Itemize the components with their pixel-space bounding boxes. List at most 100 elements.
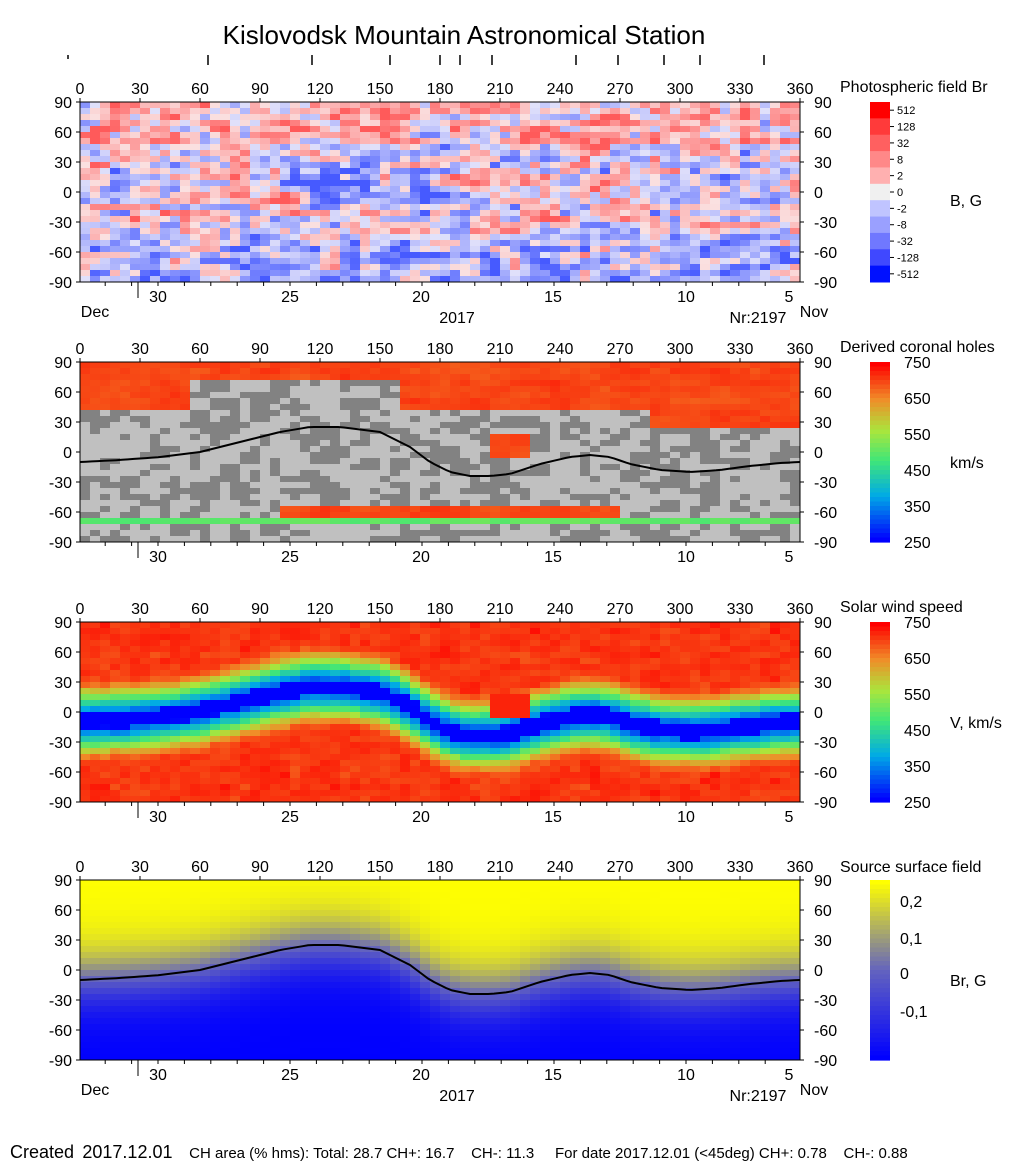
lat-tick-label-right: -60	[814, 245, 837, 262]
lat-tick-label-right: -90	[814, 795, 837, 812]
colorbar-label: -2	[897, 203, 907, 215]
colorbar-segment	[870, 200, 890, 218]
lon-tick-label: 330	[727, 341, 754, 358]
lon-tick-label: 300	[667, 601, 694, 618]
lat-tick-label-left: 30	[54, 933, 72, 950]
colorbar-segment	[870, 232, 890, 250]
lat-tick-label-left: -30	[49, 993, 72, 1010]
colorbar-segment	[870, 102, 890, 119]
for-date-text: For date 2017.12.01 (<45deg) CH+: 0.78	[555, 1145, 827, 1162]
colorbar-label: 750	[904, 355, 931, 372]
lat-tick-label-right: 30	[814, 155, 832, 172]
date-tick-label: 25	[281, 289, 299, 306]
date-tick-label: 30	[149, 809, 167, 826]
lon-tick-label: 0	[76, 81, 85, 98]
date-month-left: Dec	[81, 304, 109, 321]
lon-tick-label: 330	[727, 81, 754, 98]
lat-tick-label-left: 30	[54, 155, 72, 172]
colorbar-label: 250	[904, 795, 931, 812]
footer: Created 2017.12.01 CH area (% hms): Tota…	[10, 1142, 1015, 1163]
lon-tick-label: 60	[191, 341, 209, 358]
date-tick-label: 5	[785, 1067, 794, 1084]
lon-tick-label: 330	[727, 601, 754, 618]
colorbar-unit: Br, G	[950, 973, 986, 990]
lon-tick-label: 120	[307, 341, 334, 358]
lon-tick-label: 180	[427, 601, 454, 618]
lat-tick-label-left: 0	[63, 705, 72, 722]
colorbar-label: 0,1	[900, 931, 922, 948]
lat-tick-label-left: -60	[49, 1023, 72, 1040]
panel-title: Solar wind speed	[840, 599, 963, 616]
coronal-holes-map	[80, 362, 801, 543]
lat-tick-label-right: -60	[814, 1023, 837, 1040]
lat-tick-label-right: 90	[814, 873, 832, 890]
panel-coronal-holes: Derived coronal holes 0 30 60 90 120 150 180 210…	[0, 330, 1020, 580]
date-tick-label: 10	[677, 809, 695, 826]
lat-tick-label-left: -30	[49, 735, 72, 752]
colorbar-label: 32	[897, 138, 909, 150]
lat-tick-label-right: -30	[814, 215, 837, 232]
lat-tick-label-left: 30	[54, 415, 72, 432]
lat-tick-label-right: -30	[814, 993, 837, 1010]
lat-tick-label-right: -60	[814, 765, 837, 782]
lon-tick-label: 150	[367, 601, 394, 618]
date-tick-label: 10	[677, 1067, 695, 1084]
lat-tick-label-left: 60	[54, 645, 72, 662]
lat-tick-label-right: 60	[814, 903, 832, 920]
colorbar-label: 550	[904, 687, 931, 704]
ch-minus-text: CH-: 11.3	[471, 1145, 535, 1162]
colorbar-label: -128	[897, 252, 919, 264]
date-tick-label: 20	[412, 549, 430, 566]
lon-tick-label: 240	[547, 601, 574, 618]
lat-tick-label-right: 60	[814, 645, 832, 662]
colorbar-label: 550	[904, 427, 931, 444]
colorbar-label: 0,2	[900, 894, 922, 911]
colorbar-label: 450	[904, 463, 931, 480]
colorbar-photospheric: 512 128 32 8 2 0 -2 -8 -32 -128 -512	[870, 102, 919, 283]
date-tick-label: 25	[281, 549, 299, 566]
rotation-number: Nr:2197	[730, 310, 787, 327]
lon-tick-label: 240	[547, 81, 574, 98]
colorbar-unit: V, km/s	[950, 715, 1002, 732]
lon-tick-label: 210	[487, 601, 514, 618]
lat-tick-label-left: -90	[49, 275, 72, 292]
lat-tick-label-right: 30	[814, 415, 832, 432]
lon-tick-label: 240	[547, 341, 574, 358]
colorbar-segment	[870, 151, 890, 168]
lon-tick-label: 180	[427, 81, 454, 98]
date-tick-label: 15	[544, 289, 562, 306]
colorbar-segment	[870, 167, 890, 185]
ch-minus-date-text: CH-: 0.88	[843, 1145, 908, 1162]
page-title: Kislovodsk Mountain Astronomical Station	[222, 20, 706, 50]
colorbar-label: 512	[897, 105, 915, 117]
rotation-number: Nr:2197	[730, 1088, 787, 1105]
lat-tick-label-right: -30	[814, 475, 837, 492]
lat-tick-label-left: -90	[49, 795, 72, 812]
date-tick-label: 25	[281, 1067, 299, 1084]
colorbar-label: 250	[904, 535, 931, 552]
lat-tick-label-right: -60	[814, 505, 837, 522]
lon-tick-label: 120	[307, 859, 334, 876]
lon-tick-label: 30	[131, 601, 149, 618]
lon-tick-label: 60	[191, 81, 209, 98]
lon-tick-label: 300	[667, 341, 694, 358]
lat-tick-label-right: -90	[814, 275, 837, 292]
date-tick-label: 5	[785, 289, 794, 306]
colorbar-segment	[870, 265, 890, 283]
lon-tick-label: 180	[427, 859, 454, 876]
colorbar-label: -512	[897, 269, 919, 281]
colorbar-wind	[870, 622, 890, 803]
date-tick-label: 25	[281, 809, 299, 826]
lon-tick-label: 150	[367, 341, 394, 358]
lat-tick-label-left: 90	[54, 615, 72, 632]
date-tick-label: 20	[412, 809, 430, 826]
lat-tick-label-left: 0	[63, 445, 72, 462]
lat-tick-label-left: -30	[49, 215, 72, 232]
colorbar-segment	[870, 216, 890, 234]
colorbar-label: 450	[904, 723, 931, 740]
lat-tick-label-right: 30	[814, 933, 832, 950]
date-tick-label: 20	[412, 289, 430, 306]
lat-tick-label-right: 0	[814, 705, 823, 722]
